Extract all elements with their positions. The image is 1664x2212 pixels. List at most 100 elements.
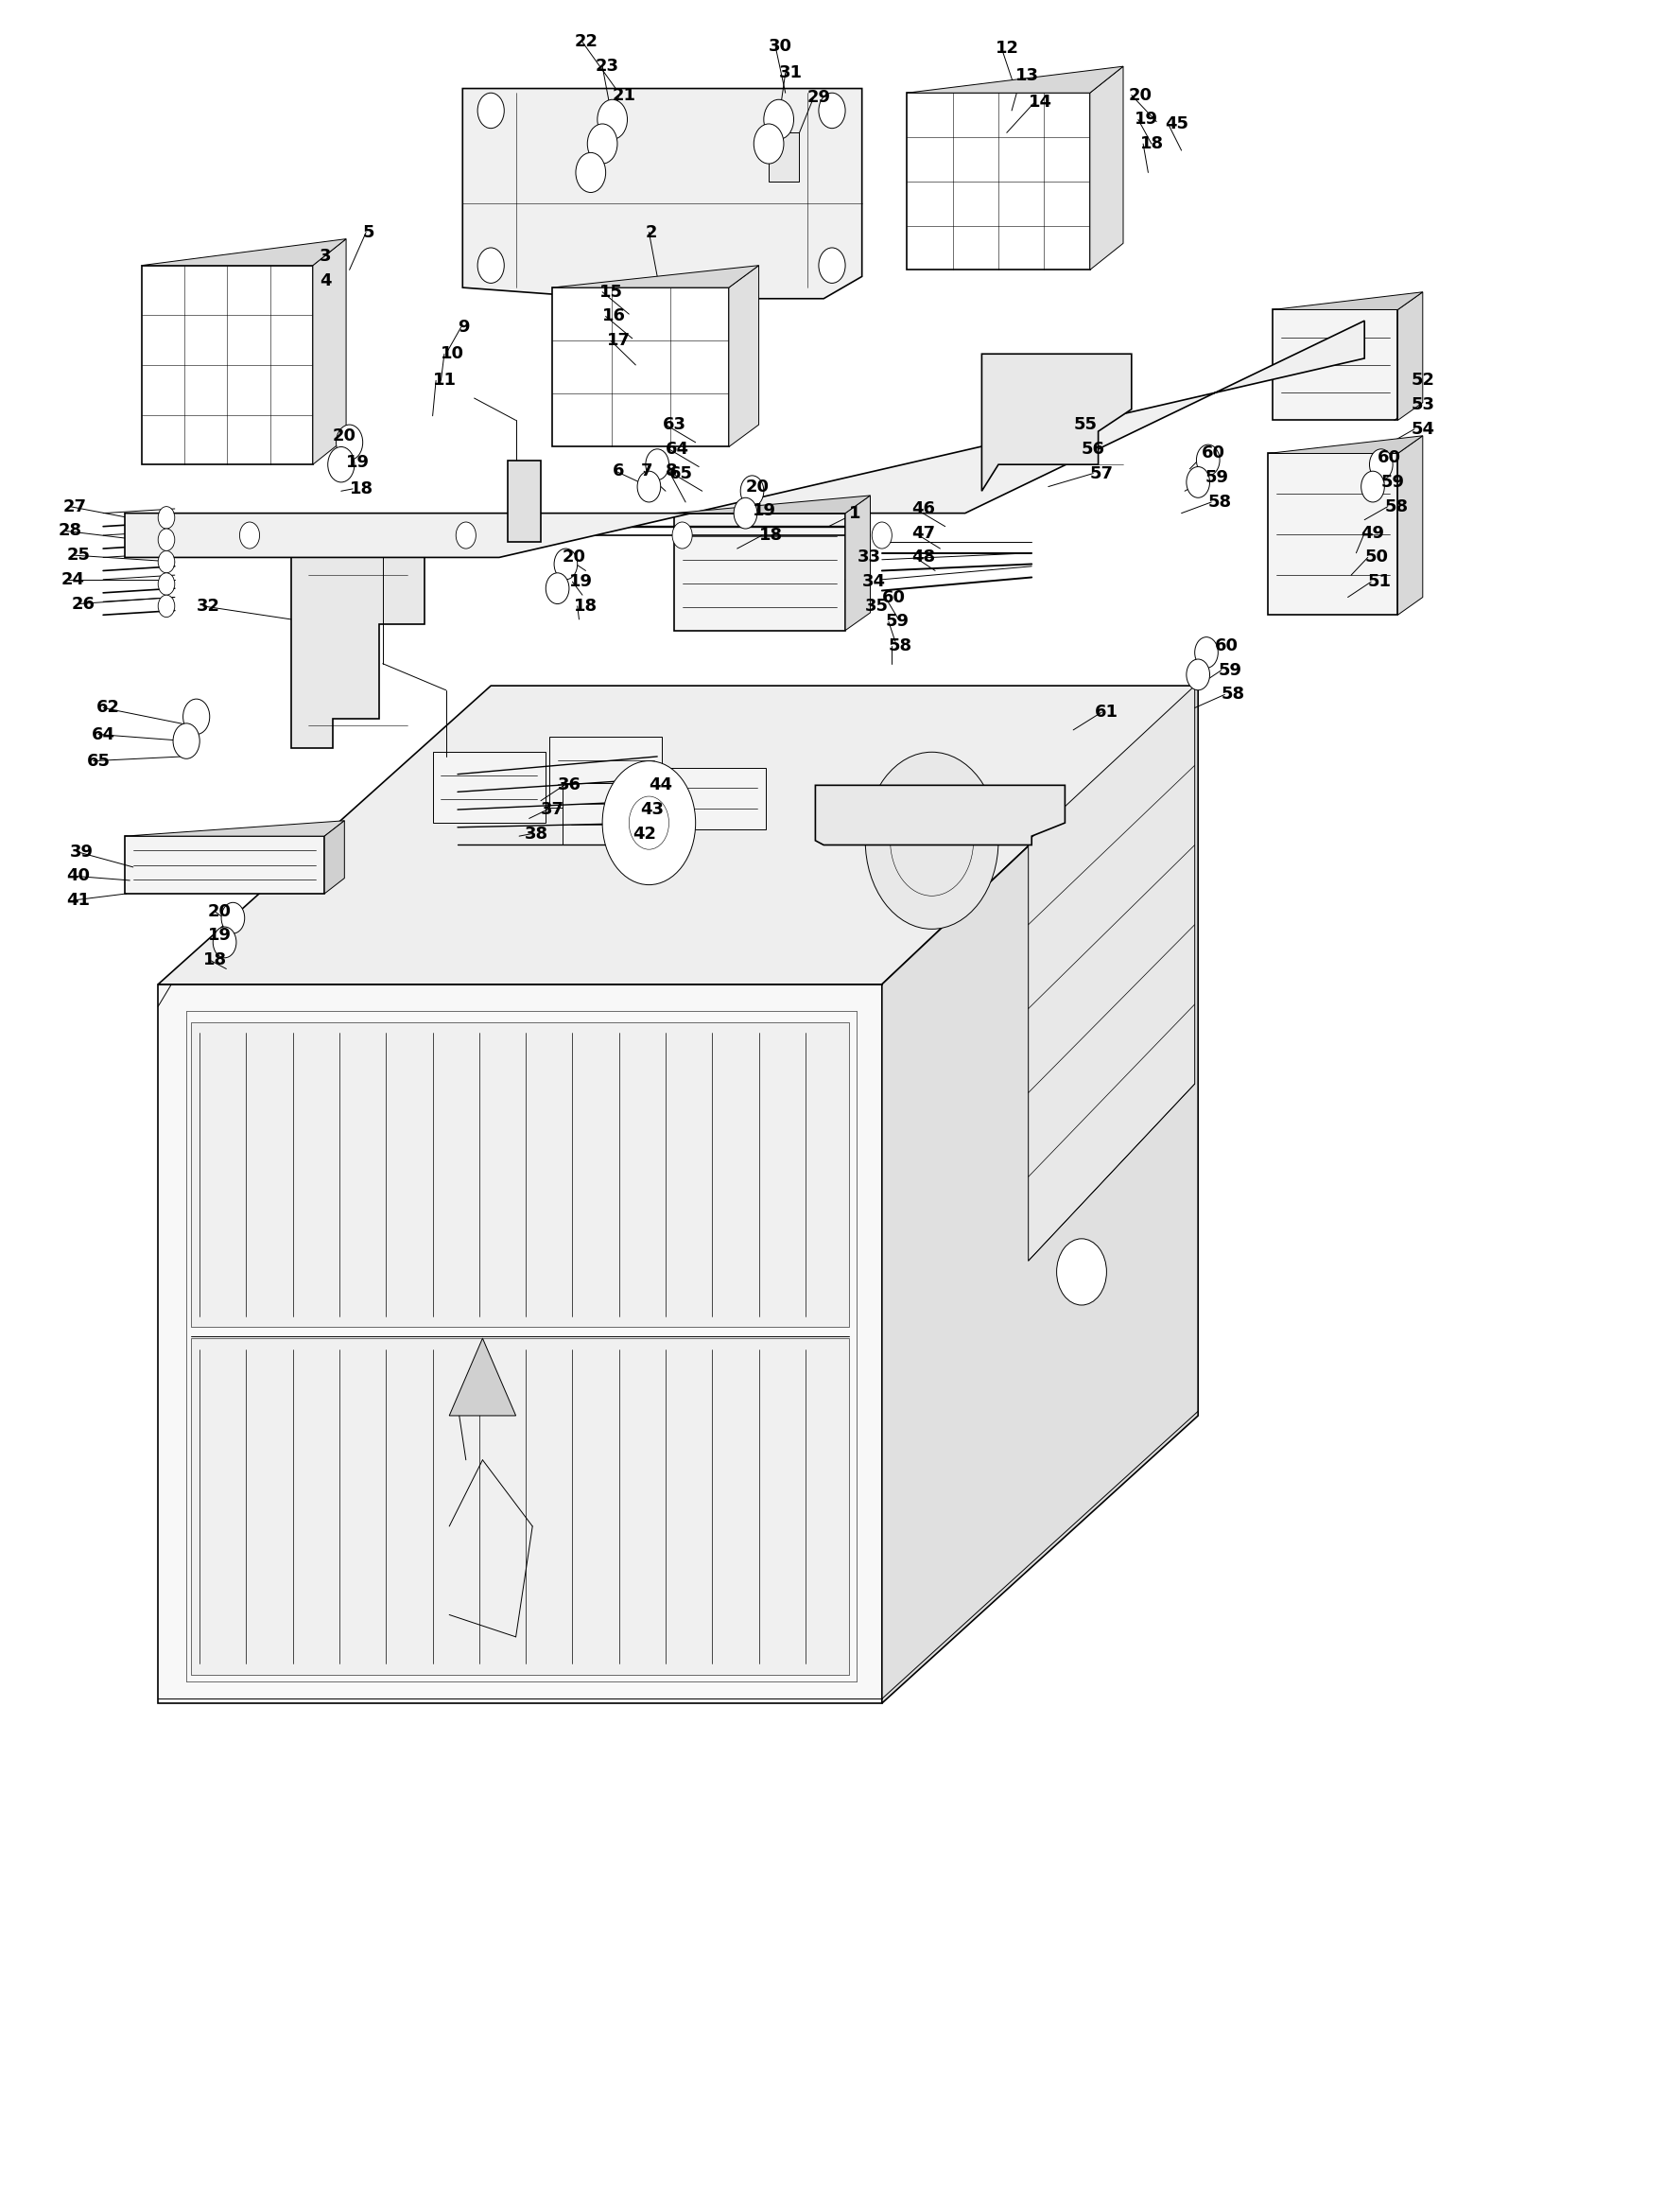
Circle shape [637,471,661,502]
Polygon shape [552,265,759,288]
Text: 35: 35 [865,597,889,615]
Text: 43: 43 [641,801,664,818]
Circle shape [819,248,845,283]
Text: 15: 15 [599,283,622,301]
Polygon shape [769,133,799,181]
Text: 59: 59 [1205,469,1228,487]
Text: 59: 59 [1218,661,1241,679]
Text: 18: 18 [349,480,373,498]
Circle shape [1361,471,1384,502]
Text: 24: 24 [62,571,85,588]
Text: 19: 19 [1135,111,1158,128]
Circle shape [890,785,973,896]
Circle shape [865,752,998,929]
Text: 18: 18 [203,951,226,969]
Circle shape [158,551,175,573]
Text: 26: 26 [72,595,95,613]
Text: 55: 55 [1073,416,1097,434]
Text: 62: 62 [97,699,120,717]
Polygon shape [1268,453,1398,615]
Circle shape [602,761,696,885]
Polygon shape [982,354,1132,491]
Circle shape [754,124,784,164]
Polygon shape [158,984,882,1703]
Text: 1: 1 [849,504,860,522]
Text: 39: 39 [70,843,93,860]
Polygon shape [125,821,344,836]
Text: 60: 60 [1215,637,1238,655]
Circle shape [173,723,200,759]
Text: 58: 58 [1384,498,1408,515]
Circle shape [1186,467,1210,498]
Polygon shape [1090,66,1123,270]
Text: 59: 59 [1381,473,1404,491]
Text: 29: 29 [807,88,830,106]
Text: 25: 25 [67,546,90,564]
Text: 6: 6 [612,462,624,480]
Circle shape [764,100,794,139]
Polygon shape [313,239,346,465]
Text: 7: 7 [641,462,652,480]
Text: 36: 36 [557,776,581,794]
Circle shape [872,522,892,549]
Polygon shape [674,495,870,513]
Text: 19: 19 [752,502,775,520]
Circle shape [328,447,354,482]
Text: 60: 60 [882,588,905,606]
Text: 19: 19 [346,453,369,471]
Text: 45: 45 [1165,115,1188,133]
Circle shape [336,425,363,460]
Text: 37: 37 [541,801,564,818]
Text: 32: 32 [196,597,220,615]
Text: 12: 12 [995,40,1018,58]
Text: 23: 23 [596,58,619,75]
Text: 8: 8 [666,462,677,480]
Text: 56: 56 [1082,440,1105,458]
Text: 49: 49 [1361,524,1384,542]
Text: 63: 63 [662,416,686,434]
Text: 20: 20 [1128,86,1151,104]
Polygon shape [845,495,870,630]
Circle shape [478,93,504,128]
Circle shape [221,902,245,933]
Polygon shape [674,513,845,630]
Text: 54: 54 [1411,420,1434,438]
Circle shape [158,595,175,617]
Text: 47: 47 [912,524,935,542]
Polygon shape [449,1338,516,1416]
Circle shape [158,573,175,595]
Polygon shape [666,768,765,830]
Circle shape [597,100,627,139]
Text: 30: 30 [769,38,792,55]
Text: 13: 13 [1015,66,1038,84]
Text: 44: 44 [649,776,672,794]
Polygon shape [433,752,546,823]
Text: 20: 20 [745,478,769,495]
Polygon shape [508,460,541,542]
Text: 28: 28 [58,522,82,540]
Text: 48: 48 [912,549,935,566]
Text: 58: 58 [1208,493,1231,511]
Polygon shape [291,549,424,748]
Text: 16: 16 [602,307,626,325]
Circle shape [1196,445,1220,476]
Text: 22: 22 [574,33,597,51]
Polygon shape [324,821,344,894]
Circle shape [240,522,260,549]
Text: 5: 5 [363,223,374,241]
Text: 11: 11 [433,372,456,389]
Polygon shape [562,783,662,845]
Circle shape [213,927,236,958]
Circle shape [456,522,476,549]
Text: 18: 18 [759,526,782,544]
Polygon shape [191,1338,849,1674]
Text: 14: 14 [1028,93,1052,111]
Text: 60: 60 [1378,449,1401,467]
Circle shape [576,153,606,192]
Polygon shape [1273,310,1398,420]
Circle shape [1369,449,1393,480]
Text: 60: 60 [1201,445,1225,462]
Polygon shape [907,66,1123,93]
Circle shape [1186,659,1210,690]
Polygon shape [907,93,1090,270]
